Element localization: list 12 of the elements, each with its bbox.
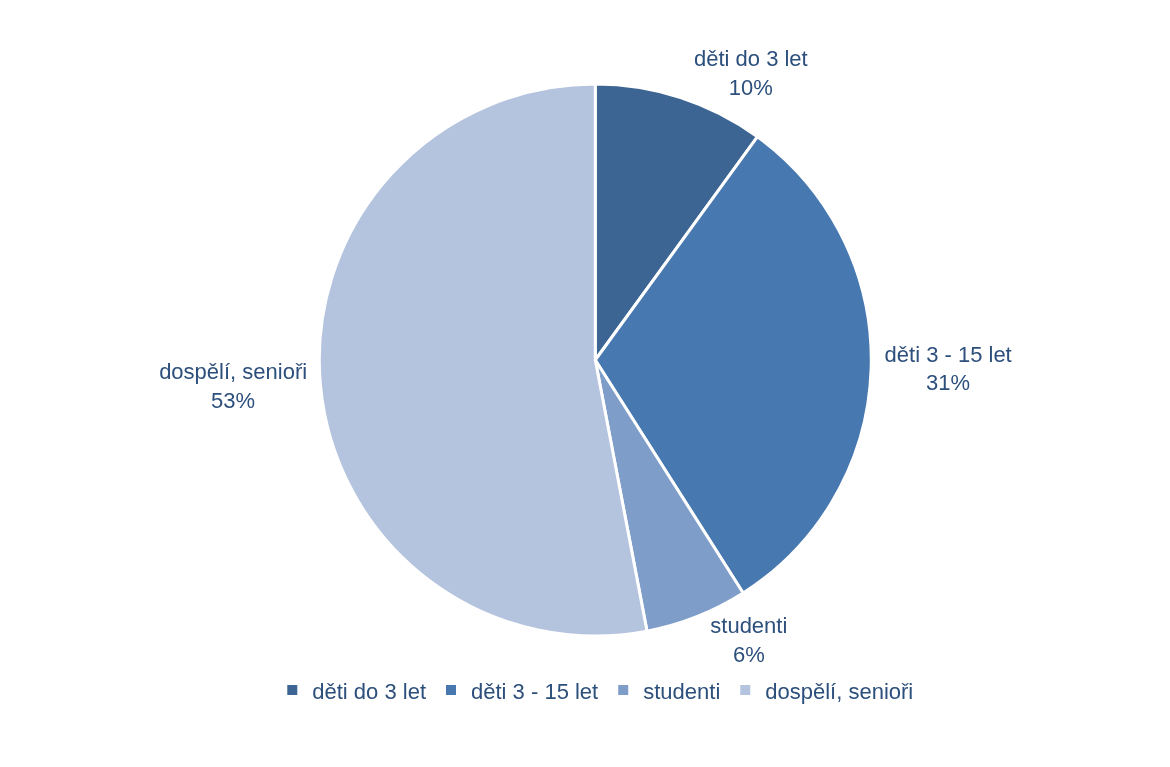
data-label: 10% xyxy=(728,75,773,101)
legend-label: děti do 3 let xyxy=(312,678,427,704)
data-label: 31% xyxy=(926,370,971,396)
slice-label: děti 3 - 15 let xyxy=(884,341,1012,367)
legend-label: studenti xyxy=(643,678,721,704)
slice-label: děti do 3 let xyxy=(693,46,808,72)
slice-label: studenti xyxy=(710,612,788,638)
data-label: 6% xyxy=(732,641,765,667)
legend-label: dospělí, senioři xyxy=(765,678,914,704)
slice-label: dospělí, senioři xyxy=(159,359,308,385)
legend-label: děti 3 - 15 let xyxy=(471,678,599,704)
data-label: 53% xyxy=(211,388,256,414)
